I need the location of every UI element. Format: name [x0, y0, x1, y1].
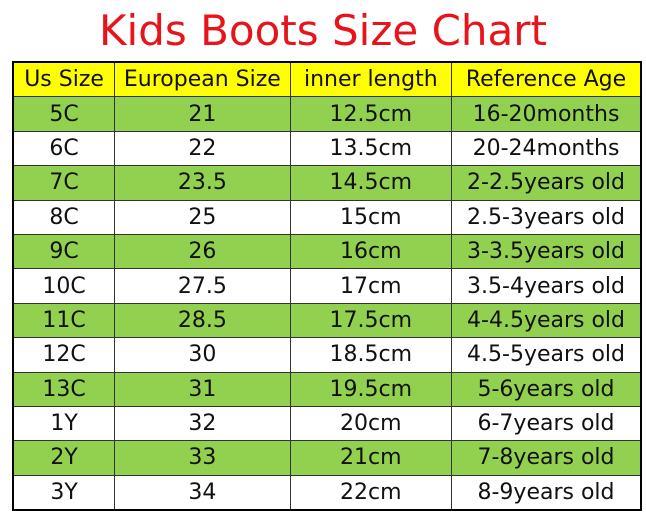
table-cell: 7C [12, 165, 116, 201]
table-cell: 23.5 [114, 165, 291, 201]
table-cell: 2-2.5years old [451, 165, 642, 201]
table-cell: 21 [114, 96, 291, 132]
table-cell: 10C [12, 268, 116, 304]
table-cell: 6C [12, 130, 116, 167]
table-cell: 8-9years old [451, 474, 642, 511]
table-cell: 21cm [289, 440, 453, 476]
table-row: 12C 30 18.5cm 4.5-5years old [12, 337, 642, 373]
column-header: Reference Age [451, 61, 642, 98]
table-cell: 15cm [289, 199, 453, 235]
column-header: inner length [289, 61, 453, 98]
table-cell: 17cm [289, 268, 453, 304]
column-header: European Size [114, 61, 291, 98]
table-cell: 2Y [12, 440, 116, 476]
table-cell: 32 [114, 405, 291, 442]
table-head: Us Size European Size inner length Referenc… [12, 61, 642, 98]
table-cell: 25 [114, 199, 291, 235]
table-cell: 8C [12, 199, 116, 235]
table-row: 1Y 32 20cm 6-7years old [12, 405, 642, 442]
table-cell: 12C [12, 337, 116, 373]
table-cell: 20-24months [451, 130, 642, 167]
column-header: Us Size [12, 61, 116, 98]
table-row: 5C 21 12.5cm 16-20months [12, 96, 642, 132]
table-cell: 13C [12, 371, 116, 407]
table-row: 13C 31 19.5cm 5-6years old [12, 371, 642, 407]
table-cell: 17.5cm [289, 302, 453, 339]
table-row: 2Y 33 21cm 7-8years old [12, 440, 642, 476]
table-cell: 9C [12, 233, 116, 270]
table-cell: 22 [114, 130, 291, 167]
table-cell: 13.5cm [289, 130, 453, 167]
table-cell: 19.5cm [289, 371, 453, 407]
table-cell: 3-3.5years old [451, 233, 642, 270]
table-cell: 34 [114, 474, 291, 511]
table-cell: 3Y [12, 474, 116, 511]
table-cell: 16cm [289, 233, 453, 270]
table-cell: 30 [114, 337, 291, 373]
table-cell: 11C [12, 302, 116, 339]
table-cell: 26 [114, 233, 291, 270]
header-row: Us Size European Size inner length Referenc… [12, 61, 642, 98]
table-cell: 1Y [12, 405, 116, 442]
table-cell: 4.5-5years old [451, 337, 642, 373]
table-cell: 5-6years old [451, 371, 642, 407]
table-row: 11C 28.5 17.5cm 4-4.5years old [12, 302, 642, 339]
table-cell: 28.5 [114, 302, 291, 339]
table-cell: 27.5 [114, 268, 291, 304]
table-cell: 20cm [289, 405, 453, 442]
table-cell: 4-4.5years old [451, 302, 642, 339]
table-cell: 22cm [289, 474, 453, 511]
table-cell: 18.5cm [289, 337, 453, 373]
table-cell: 5C [12, 96, 116, 132]
table-row: 8C 25 15cm 2.5-3years old [12, 199, 642, 235]
table-row: 10C 27.5 17cm 3.5-4years old [12, 268, 642, 304]
table-body: 5C 21 12.5cm 16-20months 6C 22 13.5cm 20-24mont… [12, 96, 642, 511]
table-row: 9C 26 16cm 3-3.5years old [12, 233, 642, 270]
table-cell: 16-20months [451, 96, 642, 132]
table-cell: 2.5-3years old [451, 199, 642, 235]
table-row: 3Y 34 22cm 8-9years old [12, 474, 642, 511]
table-cell: 33 [114, 440, 291, 476]
table-row: 6C 22 13.5cm 20-24months [12, 130, 642, 167]
table-cell: 31 [114, 371, 291, 407]
table-cell: 6-7years old [451, 405, 642, 442]
table-cell: 12.5cm [289, 96, 453, 132]
table-cell: 14.5cm [289, 165, 453, 201]
title: Kids Boots Size Chart [99, 6, 547, 55]
table-row: 7C 23.5 14.5cm 2-2.5years old [12, 165, 642, 201]
size-table: Us Size European Size inner length Referenc… [12, 61, 642, 512]
table-cell: 7-8years old [451, 440, 642, 476]
table-cell: 3.5-4years old [451, 268, 642, 304]
